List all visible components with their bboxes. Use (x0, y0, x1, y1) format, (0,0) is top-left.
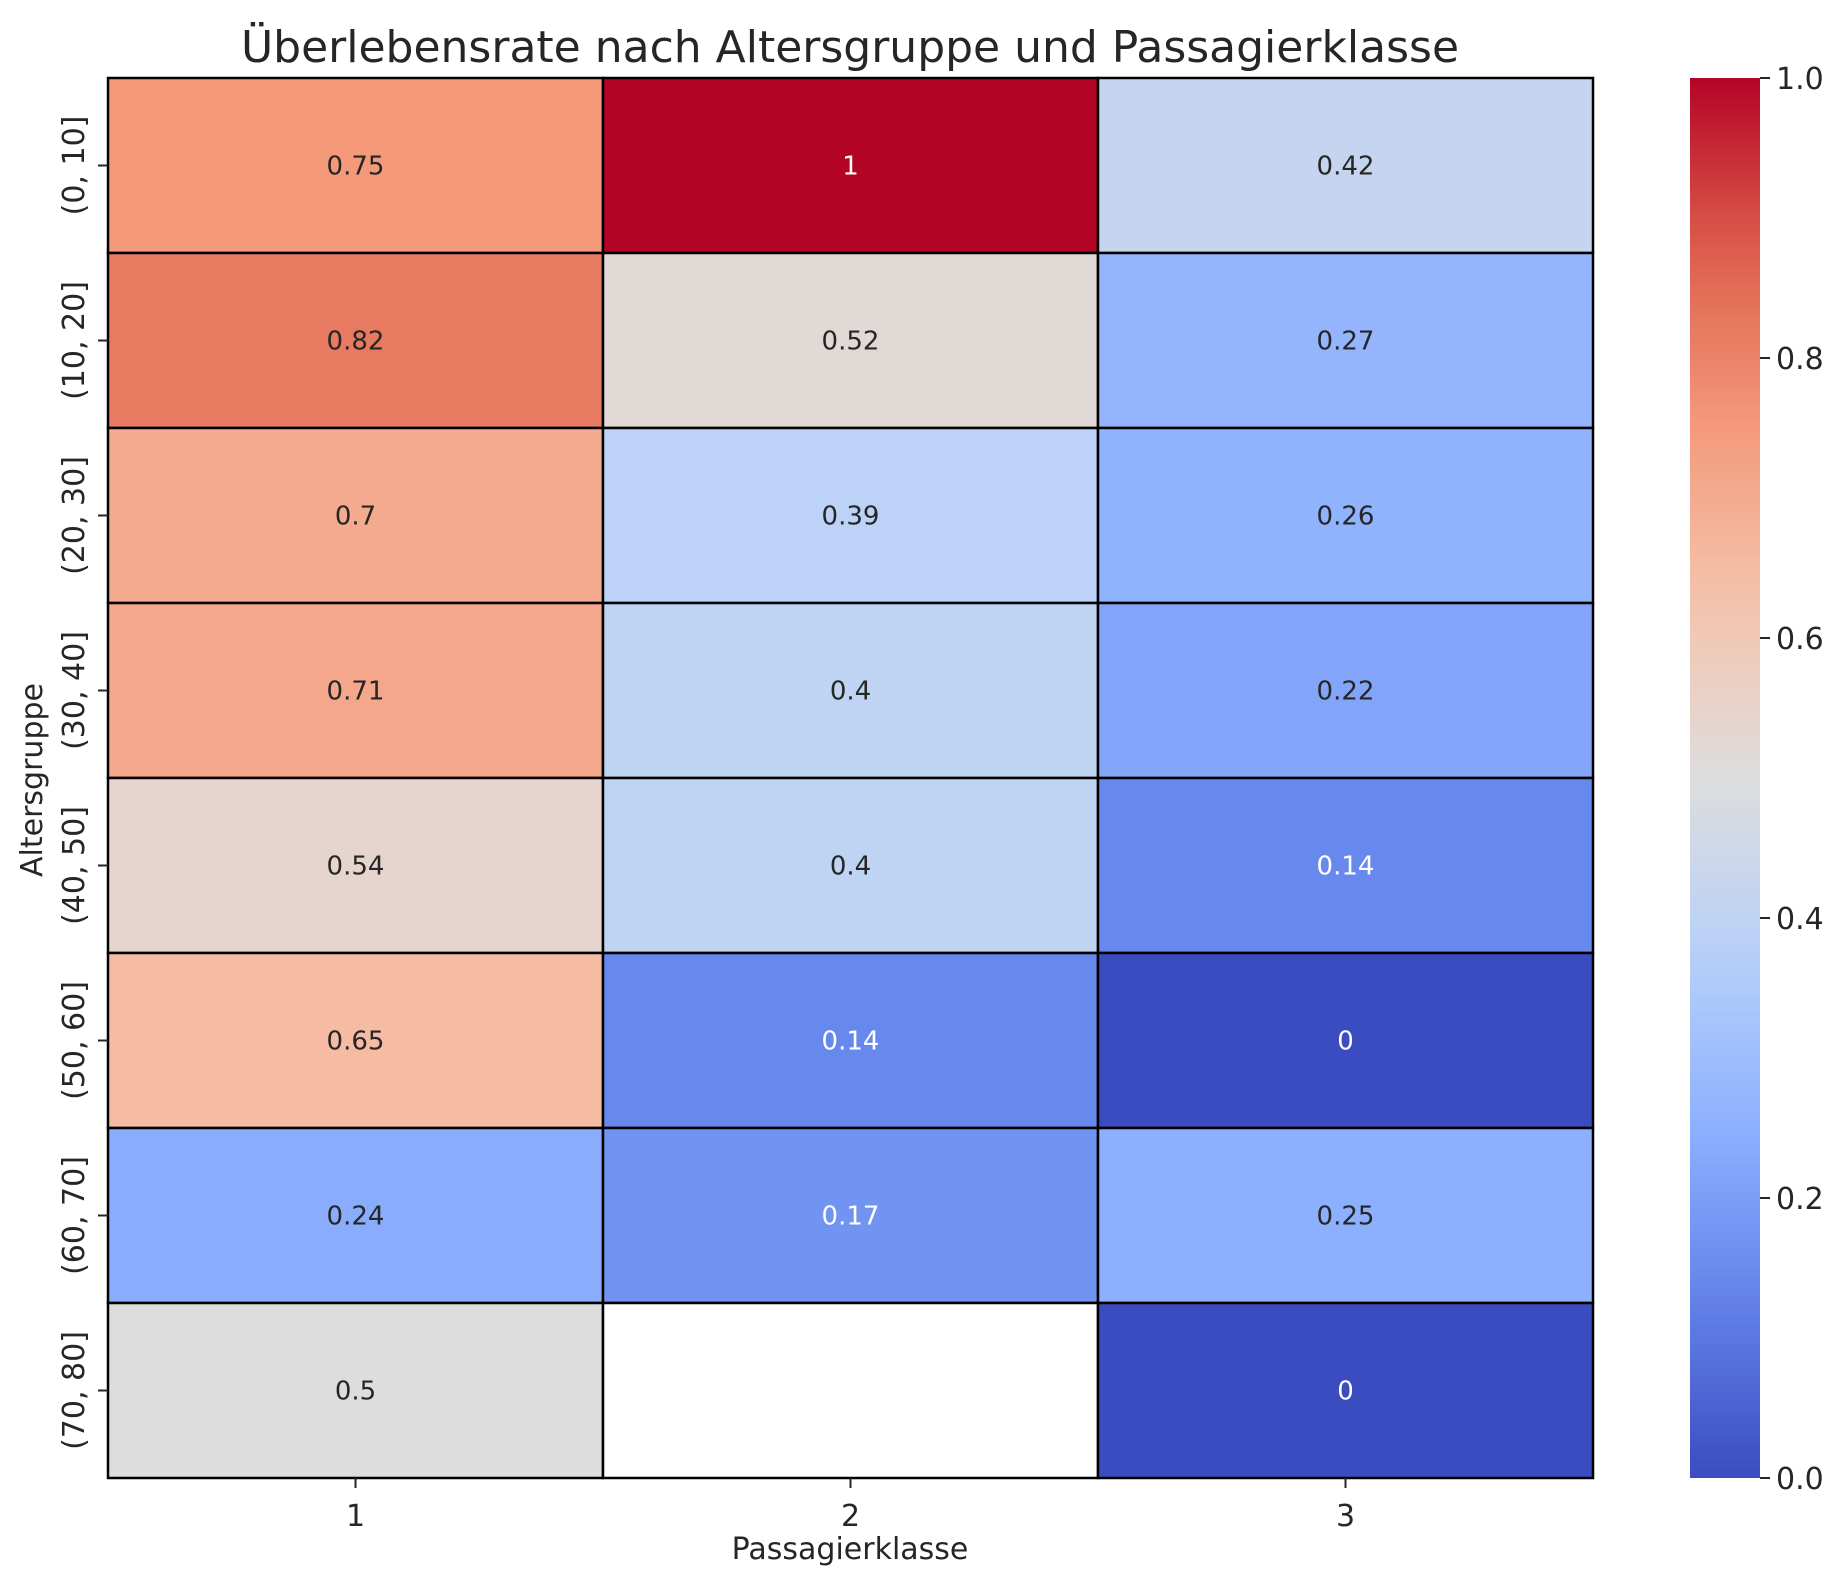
heatmap-cell (1096, 1126, 1595, 1305)
y-axis-ticks: (0, 10] (10, 20] (20, 30] (30, 40] (40, 50] (… (57, 116, 108, 1450)
cell-value-label: 0.5 (335, 1377, 376, 1407)
heatmap-cell (601, 251, 1100, 430)
heatmap-cell (1096, 1301, 1595, 1480)
heatmap-cell (601, 76, 1100, 255)
y-tick-label: (20, 30] (57, 456, 92, 575)
heatmap-cell (1096, 601, 1595, 780)
cell-value-label: 0 (1337, 1027, 1354, 1057)
cell-value-label: 1 (842, 152, 859, 182)
colorbar-tick-label: 0.2 (1776, 1182, 1824, 1217)
heatmap-cell (106, 776, 605, 955)
cell-value-label: 0.25 (1317, 1202, 1375, 1232)
colorbar-tick-label: 0.0 (1776, 1462, 1824, 1497)
y-axis-label: Altersgruppe (15, 683, 50, 877)
colorbar-tick-label: 0.8 (1776, 342, 1824, 377)
y-tick-label: (60, 70] (57, 1156, 92, 1275)
cell-value-label: 0.54 (327, 852, 385, 882)
heatmap-value-labels: 0.75 1 0.42 0.82 0.52 0.27 0.7 0.39 0.26 0.71 0.4 0… (327, 152, 1375, 1407)
cell-value-label: 0.65 (327, 1027, 385, 1057)
heatmap-cell (106, 76, 605, 255)
heatmap-cell (1096, 76, 1595, 255)
y-tick-label: (0, 10] (57, 116, 92, 216)
heatmap-cell (106, 601, 605, 780)
chart-title: Überlebensrate nach Altersgruppe und Pas… (241, 21, 1459, 73)
heatmap-cell (1096, 251, 1595, 430)
colorbar (1690, 78, 1760, 1478)
cell-value-label: 0.4 (830, 677, 871, 707)
cell-value-label: 0.14 (1317, 852, 1375, 882)
cell-value-label: 0.14 (822, 1027, 880, 1057)
cell-value-label: 0.7 (335, 502, 376, 532)
cell-value-label: 0.24 (327, 1202, 385, 1232)
heatmap-cell (601, 426, 1100, 605)
x-tick-label: 3 (1336, 1499, 1355, 1534)
heatmap-cells (106, 76, 1595, 1480)
y-tick-label: (40, 50] (57, 806, 92, 925)
heatmap-cell (601, 1301, 1100, 1480)
y-tick-label: (10, 20] (57, 281, 92, 400)
cell-value-label: 0.39 (822, 502, 880, 532)
cell-value-label: 0.42 (1317, 152, 1375, 182)
heatmap-cell (1096, 951, 1595, 1130)
cell-value-label: 0.52 (822, 327, 880, 357)
cell-value-label: 0.17 (822, 1202, 880, 1232)
x-tick-label: 1 (346, 1499, 365, 1534)
y-tick-label: (30, 40] (57, 631, 92, 750)
cell-value-label: 0.27 (1317, 327, 1375, 357)
heatmap-cell (601, 1126, 1100, 1305)
cell-value-label: 0 (1337, 1377, 1354, 1407)
x-tick-label: 2 (841, 1499, 860, 1534)
x-axis-label: Passagierklasse (732, 1532, 969, 1567)
cell-value-label: 0.75 (327, 152, 385, 182)
colorbar-tick-label: 0.4 (1776, 902, 1824, 937)
heatmap-cell (106, 1126, 605, 1305)
cell-value-label: 0.22 (1317, 677, 1375, 707)
colorbar-tick-label: 1.0 (1776, 62, 1824, 97)
heatmap-cell (106, 251, 605, 430)
heatmap-cell (1096, 776, 1595, 955)
cell-value-label: 0.26 (1317, 502, 1375, 532)
x-axis-ticks: 1 2 3 (346, 1478, 1355, 1534)
y-tick-label: (70, 80] (57, 1331, 92, 1450)
heatmap-cell (106, 1301, 605, 1480)
cell-value-label: 0.4 (830, 852, 871, 882)
y-tick-label: (50, 60] (57, 981, 92, 1100)
heatmap-cell (601, 776, 1100, 955)
heatmap-cell (601, 951, 1100, 1130)
colorbar-ticks: 0.0 0.2 0.4 0.6 0.8 1.0 (1760, 62, 1824, 1497)
cell-value-label: 0.82 (327, 327, 385, 357)
colorbar-tick-label: 0.6 (1776, 622, 1824, 657)
cell-value-label: 0.71 (327, 677, 385, 707)
